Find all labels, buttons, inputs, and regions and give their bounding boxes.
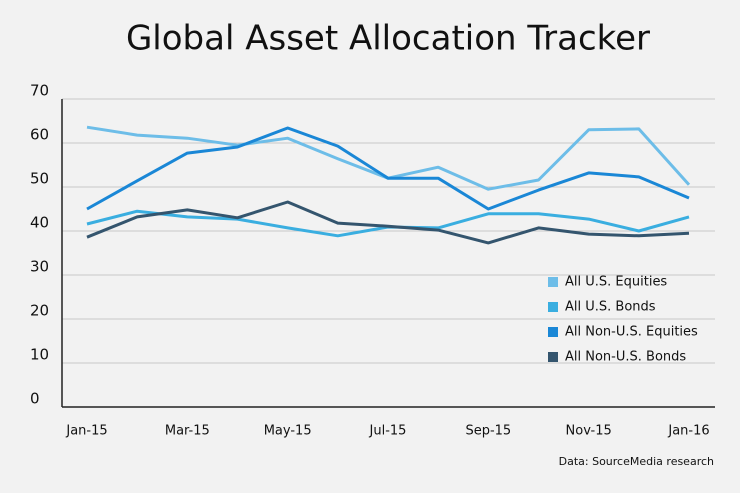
legend-label: All U.S. Bonds (565, 300, 656, 315)
y-tick-label: 10 (30, 346, 49, 364)
y-tick-label: 30 (30, 258, 49, 276)
series-line (86, 126, 690, 211)
x-tick-label: Jan-16 (667, 424, 709, 439)
y-tick-label: 40 (30, 214, 49, 232)
chart-title: Global Asset Allocation Tracker (126, 19, 650, 59)
y-tick-label: 0 (30, 390, 40, 408)
x-tick-label: Jan-15 (65, 424, 107, 439)
y-tick-label: 50 (30, 170, 49, 188)
legend-swatch (548, 277, 558, 287)
x-tick-label: Mar-15 (165, 424, 210, 439)
y-tick-label: 60 (30, 126, 49, 144)
source-note: Data: SourceMedia research (559, 455, 714, 468)
legend-swatch (548, 302, 558, 312)
legend-swatch (548, 327, 558, 337)
series-line (86, 200, 690, 245)
legend-label: All Non-U.S. Bonds (565, 350, 686, 365)
legend-swatch (548, 352, 558, 362)
legend-label: All U.S. Equities (565, 275, 667, 290)
x-tick-label: Sep-15 (465, 424, 511, 439)
y-tick-label: 70 (30, 82, 49, 100)
x-tick-label: May-15 (264, 424, 312, 439)
x-tick-label: Jul-15 (369, 424, 407, 439)
y-tick-label: 20 (30, 302, 49, 320)
legend-label: All Non-U.S. Equities (565, 325, 698, 340)
x-tick-label: Nov-15 (566, 424, 612, 439)
